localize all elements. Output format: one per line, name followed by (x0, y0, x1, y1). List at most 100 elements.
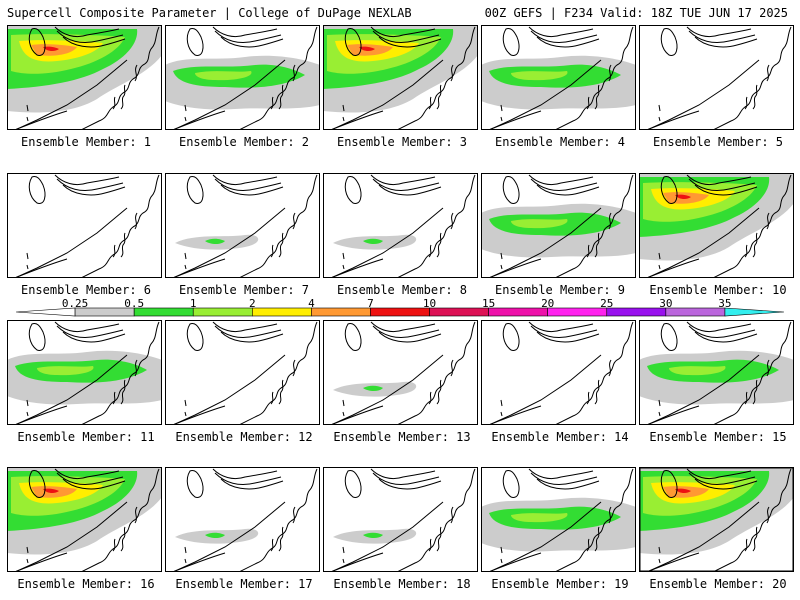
member-map (7, 25, 162, 130)
parameter-contour-fill (675, 488, 691, 494)
coastline (428, 538, 432, 552)
coastline (688, 325, 756, 339)
ensemble-panel: Ensemble Member: 6 (7, 173, 162, 300)
panel-label: Ensemble Member: 6 (20, 283, 152, 297)
ensemble-panel: Ensemble Member: 7 (165, 173, 320, 300)
parameter-contour-fill (511, 513, 568, 523)
coastline (752, 526, 758, 552)
coastline (688, 472, 756, 486)
coastline (660, 28, 678, 56)
coastline (528, 26, 594, 38)
coastline (586, 244, 590, 258)
color-scale-swatch (252, 307, 312, 317)
coastline (660, 470, 678, 498)
coastline (428, 391, 432, 405)
coastline (530, 472, 598, 486)
parameter-contour-fill (205, 238, 225, 244)
panel-label: Ensemble Member: 9 (494, 283, 626, 297)
map-frame (639, 173, 794, 278)
coastline (536, 478, 600, 490)
color-scale-label: 1 (189, 297, 197, 310)
coastline (220, 36, 284, 48)
coastline (658, 546, 661, 564)
parameter-contour-fill (359, 46, 375, 52)
ensemble-panel: Ensemble Member: 10 (639, 173, 794, 300)
coastline (530, 178, 598, 192)
coastline (330, 59, 444, 130)
coastline (487, 258, 542, 278)
coastline (270, 538, 274, 552)
coastline (502, 323, 520, 351)
coastline (711, 26, 792, 130)
map-frame (639, 320, 794, 425)
coastline (594, 84, 600, 110)
coastline (344, 28, 362, 56)
coastline (694, 331, 758, 343)
coastline (645, 258, 700, 278)
coastline (342, 546, 345, 564)
map-frame (323, 25, 478, 130)
coastline (752, 232, 758, 258)
coastline (186, 470, 204, 498)
coastline (212, 468, 278, 480)
coastline (372, 472, 440, 486)
coastline (436, 379, 442, 405)
coastline (487, 552, 542, 572)
coastline (586, 96, 590, 110)
ensemble-panel: Ensemble Member: 9 (481, 173, 636, 300)
coastline (428, 244, 432, 258)
coastline (646, 501, 760, 572)
ensemble-panel: Ensemble Member: 17 (165, 467, 320, 594)
coastline (530, 30, 598, 44)
coastline (14, 59, 128, 130)
coastline (711, 468, 792, 572)
coastline (500, 104, 503, 122)
coastline (660, 323, 678, 351)
coastline (450, 64, 454, 82)
coastline (608, 212, 612, 230)
color-scale-swatch (724, 307, 785, 317)
color-scale-label: 15 (481, 297, 496, 310)
coastline (214, 30, 282, 44)
coastline (766, 359, 770, 377)
coastline (212, 174, 278, 186)
coastline (395, 468, 476, 572)
coastline (372, 325, 440, 339)
coastline (344, 176, 362, 204)
coastline (278, 232, 284, 258)
coastline (553, 321, 634, 425)
ensemble-panel: Ensemble Member: 5 (639, 25, 794, 152)
coastline (608, 64, 612, 82)
coastline (594, 379, 600, 405)
coastline (370, 468, 436, 480)
coastline (344, 470, 362, 498)
coastline (329, 405, 384, 425)
coastline (14, 207, 128, 278)
coastline (186, 323, 204, 351)
map-frame (323, 467, 478, 572)
ensemble-panel: Ensemble Member: 11 (7, 320, 162, 447)
panel-label: Ensemble Member: 1 (20, 135, 152, 149)
coastline (292, 506, 296, 524)
coastline (694, 36, 758, 48)
member-map (639, 467, 794, 572)
ensemble-panel: Ensemble Member: 12 (165, 320, 320, 447)
panel-label: Ensemble Member: 19 (491, 577, 629, 591)
coastline (766, 212, 770, 230)
coastline (608, 506, 612, 524)
coastline (56, 472, 124, 486)
coastline (744, 391, 748, 405)
coastline (26, 104, 29, 122)
coastline (370, 321, 436, 333)
coastline (270, 244, 274, 258)
coastline (342, 399, 345, 417)
member-map (481, 25, 636, 130)
coastline (342, 252, 345, 270)
coastline (344, 323, 362, 351)
color-scale-swatch (311, 307, 371, 317)
coastline (330, 354, 444, 425)
coastline (553, 26, 634, 130)
parameter-contour-fill (363, 385, 383, 391)
coastline (686, 468, 752, 480)
